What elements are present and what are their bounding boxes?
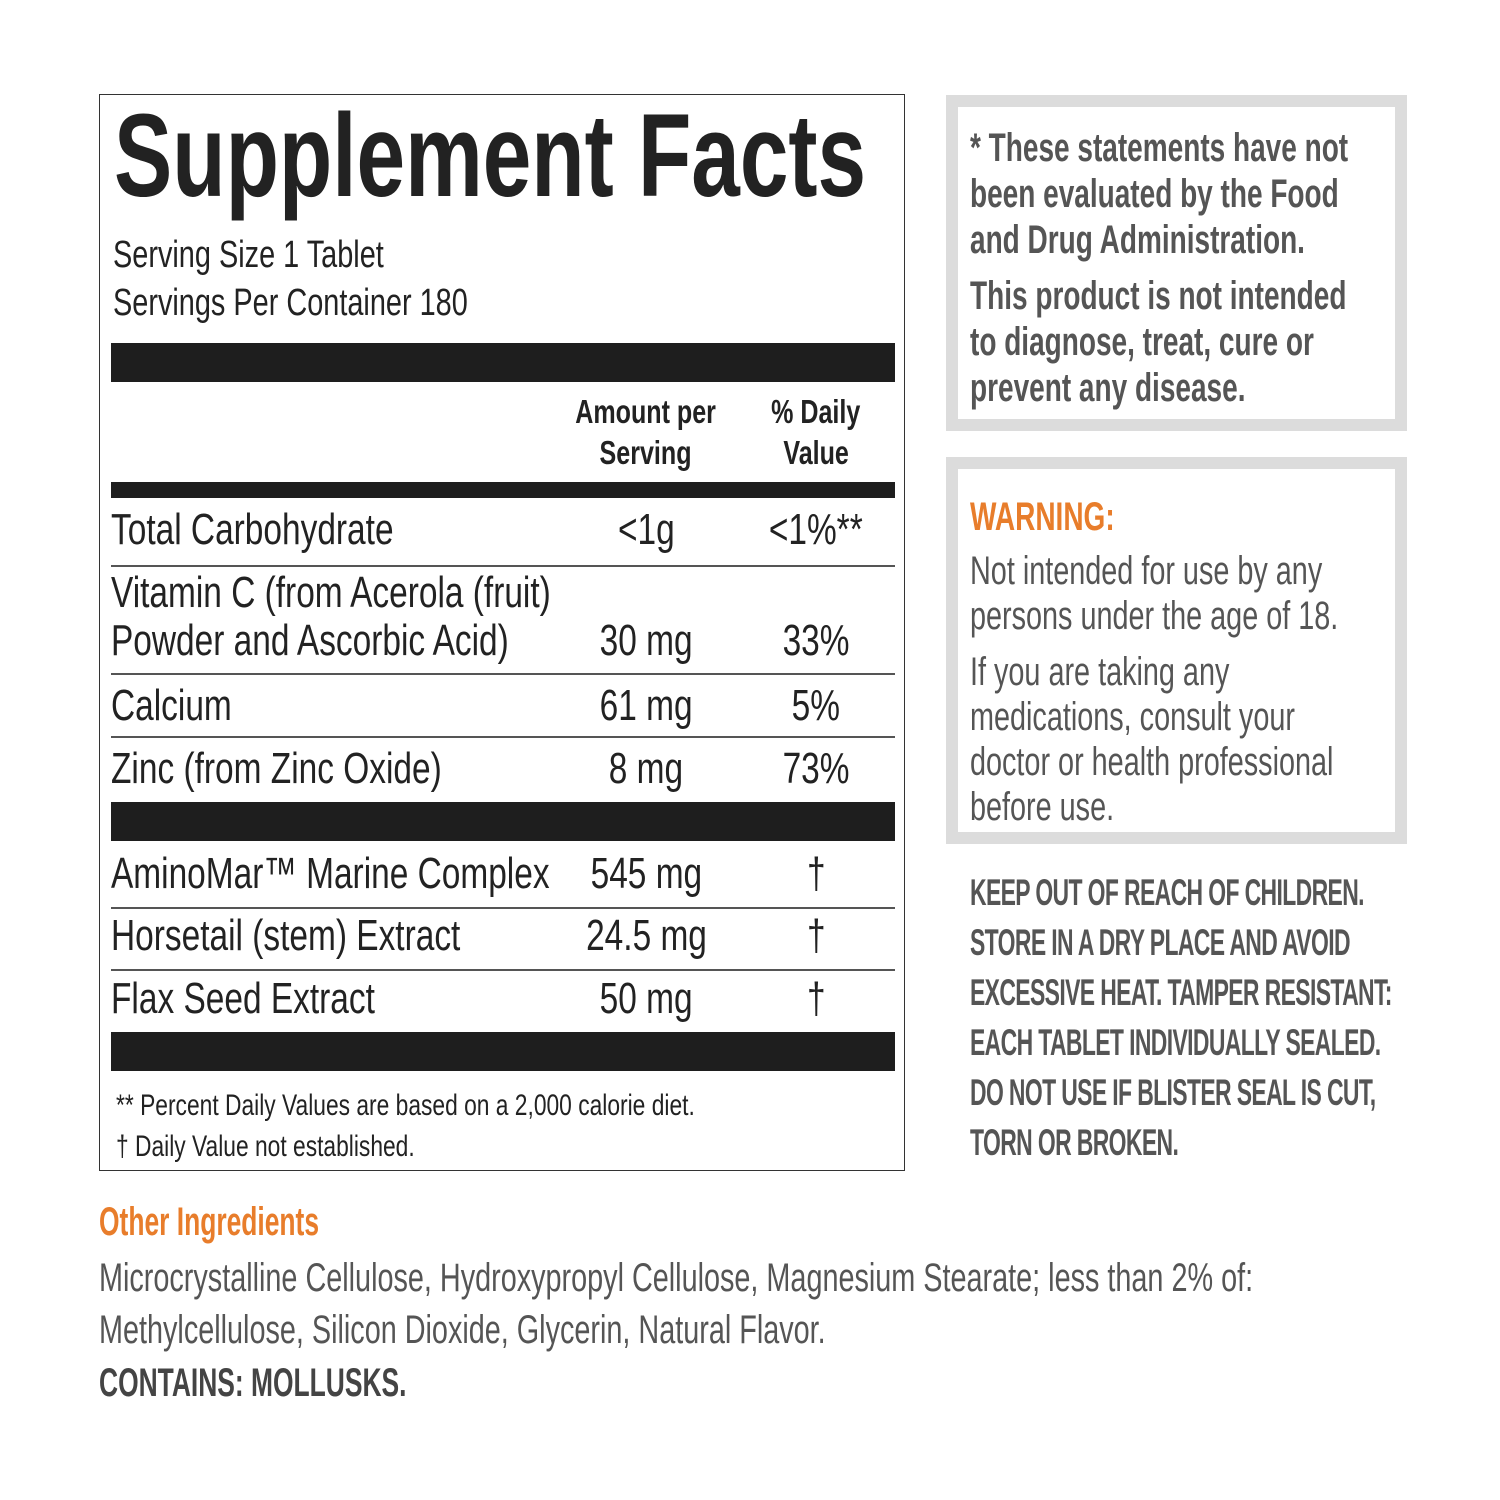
warning-text: persons under the age of 18. <box>970 594 1339 638</box>
ingredients-text: Microcrystalline Cellulose, Hydroxypropy… <box>99 1256 1254 1300</box>
supplement-facts-panel: Supplement Facts Serving Size 1 Tablet S… <box>99 94 905 1171</box>
ingredients-text: Methylcellulose, Silicon Dioxide, Glycer… <box>99 1308 826 1352</box>
fda-text: prevent any disease. <box>970 366 1246 410</box>
fda-disclaimer-box: * These statements have not been evaluat… <box>946 95 1407 431</box>
warning-text: If you are taking any <box>970 650 1230 694</box>
other-ingredients: Other Ingredients Microcrystalline Cellu… <box>99 1198 1449 1410</box>
col-amount-2: Serving <box>599 434 692 471</box>
col-dv-2: Value <box>783 434 849 471</box>
nutrient-dv: † <box>806 911 826 960</box>
allergen-statement: CONTAINS: MOLLUSKS. <box>99 1361 407 1405</box>
nutrient-dv: 73% <box>782 744 850 793</box>
row-divider <box>111 736 895 738</box>
row-divider <box>111 969 895 971</box>
nutrient-dv: † <box>806 974 826 1023</box>
nutrient-amount: 30 mg <box>599 616 693 665</box>
nutrient-amount: 50 mg <box>599 974 693 1023</box>
fda-text: This product is not intended <box>970 274 1347 318</box>
col-amount-1: Amount per <box>575 393 717 430</box>
divider-bar <box>111 482 895 498</box>
nutrient-amount: 61 mg <box>599 681 693 730</box>
warning-text: medications, consult your <box>970 695 1295 739</box>
serving-size: Serving Size 1 Tablet <box>113 234 384 276</box>
servings-per-container: Servings Per Container 180 <box>113 282 468 324</box>
col-dv-1: % Daily <box>771 393 861 430</box>
divider-bar <box>111 1032 895 1071</box>
nutrient-name: Total Carbohydrate <box>111 505 394 554</box>
nutrient-dv: 5% <box>791 681 841 730</box>
nutrient-amount: 8 mg <box>608 744 684 793</box>
nutrient-dv: <1%** <box>769 505 863 554</box>
storage-line: EACH TABLET INDIVIDUALLY SEALED. <box>970 1022 1381 1063</box>
warning-text: before use. <box>970 785 1115 829</box>
warning-box: WARNING: Not intended for use by any per… <box>946 457 1407 844</box>
fda-text: been evaluated by the Food <box>970 172 1339 216</box>
storage-line: EXCESSIVE HEAT. TAMPER RESISTANT: <box>970 972 1392 1013</box>
nutrient-name: Vitamin C (from Acerola (fruit) <box>111 568 551 617</box>
storage-line: STORE IN A DRY PLACE AND AVOID <box>970 922 1351 963</box>
divider-bar <box>111 343 895 382</box>
fda-text: * These statements have not <box>970 126 1349 170</box>
row-divider <box>111 565 895 567</box>
nutrient-name: Flax Seed Extract <box>111 974 375 1023</box>
nutrient-name: Horsetail (stem) Extract <box>111 911 461 960</box>
row-divider <box>111 907 895 909</box>
nutrient-dv: 33% <box>782 616 850 665</box>
panel-title: Supplement Facts <box>114 90 867 222</box>
nutrient-name: Powder and Ascorbic Acid) <box>111 616 509 665</box>
storage-instructions: KEEP OUT OF REACH OF CHILDREN. STORE IN … <box>970 868 1500 1168</box>
row-divider <box>111 673 895 675</box>
nutrient-amount: 24.5 mg <box>585 911 707 960</box>
nutrient-name: Zinc (from Zinc Oxide) <box>111 744 442 793</box>
storage-line: TORN OR BROKEN. <box>970 1122 1179 1163</box>
fda-text: to diagnose, treat, cure or <box>970 320 1314 364</box>
divider-bar <box>111 802 895 841</box>
other-ingredients-heading: Other Ingredients <box>99 1200 320 1244</box>
warning-text: Not intended for use by any <box>970 549 1323 593</box>
nutrient-amount: <1g <box>617 505 675 554</box>
footnote-dv: ** Percent Daily Values are based on a 2… <box>116 1089 695 1122</box>
footnote-dagger: † Daily Value not established. <box>116 1130 415 1163</box>
nutrient-name: Calcium <box>111 681 232 730</box>
storage-line: KEEP OUT OF REACH OF CHILDREN. <box>970 872 1365 913</box>
nutrient-dv: † <box>806 849 826 898</box>
fda-text: and Drug Administration. <box>970 218 1305 262</box>
nutrient-name: AminoMar™ Marine Complex <box>111 849 550 898</box>
nutrient-amount: 545 mg <box>590 849 702 898</box>
warning-heading: WARNING: <box>970 495 1115 539</box>
warning-text: doctor or health professional <box>970 740 1334 784</box>
storage-line: DO NOT USE IF BLISTER SEAL IS CUT, <box>970 1072 1376 1113</box>
